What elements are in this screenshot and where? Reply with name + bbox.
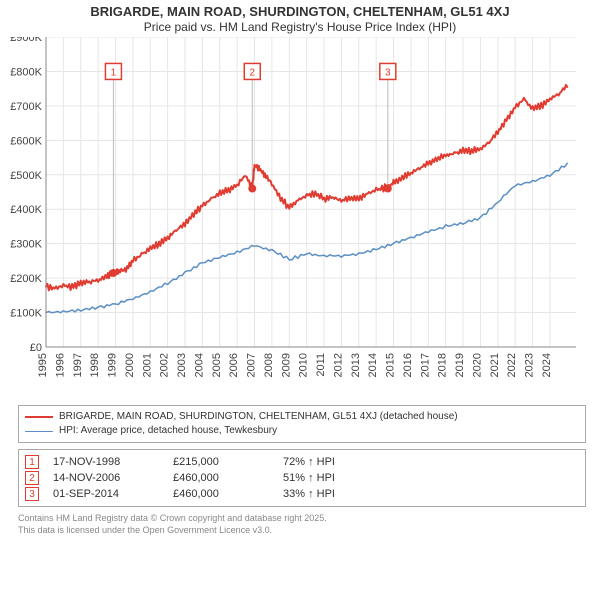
attribution-line-2: This data is licensed under the Open Gov…: [18, 525, 586, 537]
svg-text:1999: 1999: [107, 353, 119, 377]
svg-text:1997: 1997: [72, 353, 84, 377]
svg-text:£200K: £200K: [10, 273, 42, 285]
svg-text:£500K: £500K: [10, 170, 42, 182]
tx-delta: 33% ↑ HPI: [283, 488, 579, 500]
legend-label-property: BRIGARDE, MAIN ROAD, SHURDINGTON, CHELTE…: [59, 410, 458, 424]
line-chart-svg: 1 2 3 £0 £100K £200K £300K £400K £500K £600K £700K…: [6, 37, 586, 397]
svg-text:2019: 2019: [454, 353, 466, 377]
table-row: 2 14-NOV-2006 £460,000 51% ↑ HPI: [25, 470, 579, 486]
svg-text:2020: 2020: [471, 353, 483, 377]
svg-text:2006: 2006: [228, 353, 240, 377]
svg-text:£400K: £400K: [10, 204, 42, 216]
svg-text:2021: 2021: [489, 353, 501, 377]
legend-item-hpi: HPI: Average price, detached house, Tewk…: [25, 424, 579, 438]
svg-text:£900K: £900K: [10, 37, 42, 44]
attribution-line-1: Contains HM Land Registry data © Crown c…: [18, 513, 586, 525]
svg-text:2017: 2017: [419, 353, 431, 377]
svg-text:2000: 2000: [124, 353, 136, 377]
tx-delta: 51% ↑ HPI: [283, 472, 579, 484]
svg-text:£0: £0: [30, 342, 42, 354]
tx-price: £460,000: [173, 488, 283, 500]
svg-text:2024: 2024: [541, 353, 553, 377]
chart-area: 1 2 3 £0 £100K £200K £300K £400K £500K £600K £700K…: [6, 37, 586, 397]
chart-title: BRIGARDE, MAIN ROAD, SHURDINGTON, CHELTE…: [0, 0, 600, 35]
tx-price: £215,000: [173, 456, 283, 468]
svg-text:2016: 2016: [402, 353, 414, 377]
row-marker-3: 3: [25, 487, 39, 501]
svg-text:£100K: £100K: [10, 308, 42, 320]
tx-date: 17-NOV-1998: [53, 456, 173, 468]
title-line-2: Price paid vs. HM Land Registry's House …: [0, 20, 600, 35]
transactions-table: 1 17-NOV-1998 £215,000 72% ↑ HPI 2 14-NO…: [18, 449, 586, 507]
svg-text:2005: 2005: [211, 353, 223, 377]
legend-item-property: BRIGARDE, MAIN ROAD, SHURDINGTON, CHELTE…: [25, 410, 579, 424]
tx-delta: 72% ↑ HPI: [283, 456, 579, 468]
svg-text:2: 2: [249, 68, 255, 79]
tx-price: £460,000: [173, 472, 283, 484]
svg-text:2008: 2008: [263, 353, 275, 377]
legend-label-hpi: HPI: Average price, detached house, Tewk…: [59, 424, 277, 438]
svg-text:2001: 2001: [141, 353, 153, 377]
svg-text:£600K: £600K: [10, 136, 42, 148]
tx-date: 01-SEP-2014: [53, 488, 173, 500]
svg-text:3: 3: [385, 68, 391, 79]
svg-text:1998: 1998: [89, 353, 101, 377]
svg-text:2018: 2018: [437, 353, 449, 377]
svg-text:2012: 2012: [332, 353, 344, 377]
svg-text:£300K: £300K: [10, 239, 42, 251]
legend-swatch-property: [25, 416, 53, 418]
svg-text:2011: 2011: [315, 353, 327, 377]
svg-text:2002: 2002: [159, 353, 171, 377]
table-row: 1 17-NOV-1998 £215,000 72% ↑ HPI: [25, 454, 579, 470]
svg-text:£800K: £800K: [10, 67, 42, 79]
svg-text:2003: 2003: [176, 353, 188, 377]
svg-text:2023: 2023: [524, 353, 536, 377]
legend-swatch-hpi: [25, 431, 53, 432]
svg-text:2010: 2010: [298, 353, 310, 377]
svg-text:2015: 2015: [385, 353, 397, 377]
title-line-1: BRIGARDE, MAIN ROAD, SHURDINGTON, CHELTE…: [0, 4, 600, 20]
row-marker-1: 1: [25, 455, 39, 469]
svg-text:2004: 2004: [193, 353, 205, 377]
svg-text:1: 1: [111, 68, 117, 79]
svg-text:£700K: £700K: [10, 101, 42, 113]
svg-text:1996: 1996: [54, 353, 66, 377]
row-marker-2: 2: [25, 471, 39, 485]
svg-text:2007: 2007: [246, 353, 258, 377]
tx-date: 14-NOV-2006: [53, 472, 173, 484]
svg-text:2013: 2013: [350, 353, 362, 377]
chart-legend: BRIGARDE, MAIN ROAD, SHURDINGTON, CHELTE…: [18, 405, 586, 443]
svg-text:2014: 2014: [367, 353, 379, 377]
svg-text:2009: 2009: [280, 353, 292, 377]
svg-text:1995: 1995: [37, 353, 49, 377]
table-row: 3 01-SEP-2014 £460,000 33% ↑ HPI: [25, 486, 579, 502]
svg-text:2022: 2022: [506, 353, 518, 377]
attribution-text: Contains HM Land Registry data © Crown c…: [18, 513, 586, 536]
